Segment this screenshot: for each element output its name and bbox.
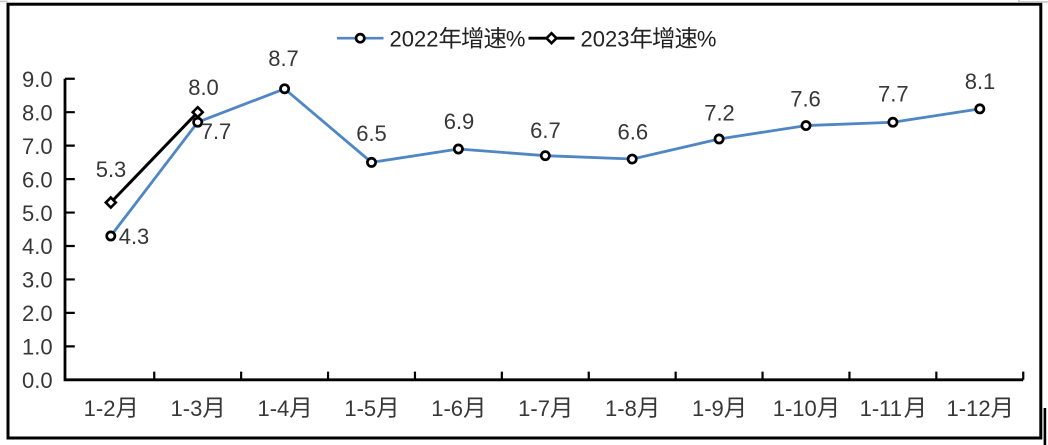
svg-text:1-2: 1-2: [84, 396, 116, 421]
svg-text:1-11: 1-11: [860, 396, 902, 421]
svg-text:7.0: 7.0: [22, 134, 53, 159]
svg-text:6.0: 6.0: [22, 167, 53, 192]
svg-text:2022: 2022: [390, 27, 439, 52]
svg-text:8.7: 8.7: [268, 46, 299, 71]
svg-text:%: %: [506, 27, 526, 52]
svg-text:2.0: 2.0: [22, 301, 53, 326]
svg-text:0.0: 0.0: [22, 368, 53, 393]
svg-text:5.0: 5.0: [22, 201, 53, 226]
svg-text:6.5: 6.5: [356, 121, 387, 146]
svg-text:2023: 2023: [581, 27, 630, 52]
svg-text:6.6: 6.6: [618, 120, 649, 145]
svg-text:8.0: 8.0: [188, 75, 219, 100]
svg-text:4.3: 4.3: [119, 224, 150, 249]
svg-text:4.0: 4.0: [22, 234, 53, 259]
svg-text:1.0: 1.0: [22, 335, 53, 360]
svg-text:1-6: 1-6: [431, 396, 463, 421]
svg-text:1-5: 1-5: [344, 396, 376, 421]
svg-text:1-4: 1-4: [257, 396, 289, 421]
svg-text:1-12: 1-12: [947, 396, 991, 421]
svg-text:7.2: 7.2: [704, 101, 735, 126]
svg-text:7.7: 7.7: [878, 81, 909, 106]
svg-text:9.0: 9.0: [22, 67, 53, 92]
svg-text:1-3: 1-3: [171, 396, 203, 421]
svg-text:1-7: 1-7: [518, 396, 550, 421]
svg-text:6.9: 6.9: [444, 109, 475, 134]
svg-text:%: %: [697, 27, 717, 52]
svg-text:8.1: 8.1: [965, 69, 996, 94]
svg-text:7.6: 7.6: [790, 87, 821, 112]
svg-text:5.3: 5.3: [96, 157, 127, 182]
svg-text:7.7: 7.7: [201, 119, 232, 144]
svg-text:8.0: 8.0: [22, 100, 53, 125]
svg-text:1-8: 1-8: [605, 396, 637, 421]
svg-text:6.7: 6.7: [530, 118, 561, 143]
svg-text:1-10: 1-10: [773, 396, 817, 421]
svg-text:3.0: 3.0: [22, 268, 53, 293]
svg-text:1-9: 1-9: [692, 396, 724, 421]
